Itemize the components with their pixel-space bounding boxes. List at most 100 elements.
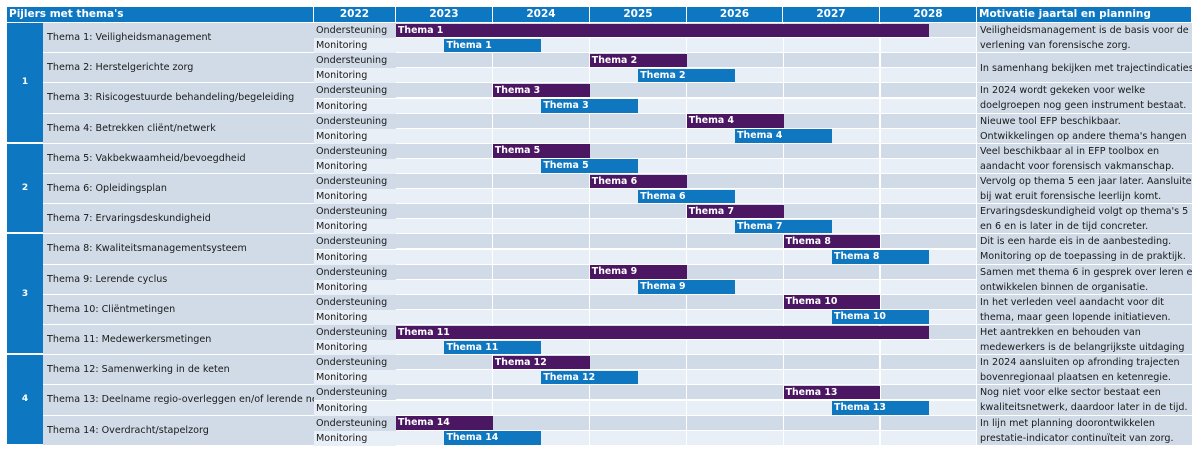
- grid-cell: [589, 355, 687, 370]
- grid-cell: [880, 204, 978, 219]
- support-bar: Thema 4: [686, 114, 784, 128]
- motivation-line: Dit is een harde eis in de aanbesteding.: [980, 236, 1172, 248]
- grid-cell: [492, 189, 590, 204]
- motivation-header: Motivatie jaartal en planning: [977, 7, 1192, 22]
- motivation-line: Nog niet voor elke sector bestaat een: [980, 387, 1161, 399]
- monitoring-bar: Thema 1: [444, 38, 542, 53]
- grid-cell: [589, 430, 687, 445]
- grid-cell: [686, 38, 784, 53]
- grid-cell: [589, 249, 687, 264]
- motivation-line: In lijn met planning doorontwikkelen: [980, 417, 1155, 429]
- monitoring-row-label: Monitoring: [314, 98, 396, 114]
- support-row-label: Ondersteuning: [314, 143, 396, 159]
- grid-cell: [783, 53, 881, 68]
- pillar-4: 4: [7, 355, 43, 446]
- support-row-label: Ondersteuning: [314, 385, 396, 401]
- support-bar: Thema 13: [783, 385, 881, 400]
- grid-cell: [492, 294, 590, 309]
- pillar-1: 1: [7, 23, 43, 144]
- monitoring-row-label: Monitoring: [314, 430, 396, 446]
- grid-cell: [492, 264, 590, 279]
- grid-cell: [880, 189, 978, 204]
- theme-name: Thema 12: Samenwerking in de keten: [43, 355, 314, 386]
- theme-name: Thema 1: Veiligheidsmanagement: [43, 23, 314, 54]
- motivation-line: In 2024 wordt gekeken voor welke: [980, 85, 1146, 97]
- monitoring-row-label: Monitoring: [314, 370, 396, 386]
- grid-cell: [589, 234, 687, 249]
- monitoring-bar: Thema 8: [832, 250, 929, 264]
- grid-cell: [686, 385, 784, 400]
- grid-cell: [880, 264, 978, 279]
- motivation-text: Het aantrekken en behouden van medewerker…: [977, 325, 1192, 356]
- grid-cell: [589, 340, 687, 355]
- grid-cell: [880, 219, 978, 234]
- grid-cell: [492, 309, 590, 324]
- motivation-line: ontwikkelen binnen de organisatie.: [980, 281, 1149, 293]
- grid-cell: [396, 174, 493, 189]
- grid-cell: [396, 113, 493, 128]
- grid-cell: [492, 385, 590, 400]
- monitoring-row-label: Monitoring: [314, 400, 396, 416]
- year-header-2027: 2027: [783, 7, 880, 22]
- grid-cell: [492, 279, 590, 294]
- motivation-text: In lijn met planning doorontwikkelen pres…: [977, 415, 1192, 446]
- motivation-text: In het verleden veel aandacht voor dit th…: [977, 294, 1192, 325]
- grid-cell: [492, 128, 590, 143]
- motivation-text: Nog niet voor elke sector bestaat een kwa…: [977, 385, 1192, 416]
- theme-name: Thema 10: Cliëntmetingen: [43, 294, 314, 325]
- grid-cell: [589, 204, 687, 219]
- theme-name: Thema 14: Overdracht/stapelzorg: [43, 415, 314, 446]
- theme-name: Thema 3: Risicogestuurde behandeling/beg…: [43, 83, 314, 114]
- grid-cell: [396, 219, 493, 234]
- grid-cell: [783, 370, 881, 385]
- grid-cell: [783, 143, 881, 158]
- theme-name: Thema 8: Kwaliteitsmanagementsysteem: [43, 234, 314, 265]
- grid-cell: [589, 385, 687, 400]
- monitoring-bar: Thema 12: [541, 370, 639, 385]
- grid-cell: [396, 189, 493, 204]
- grid-cell: [880, 294, 978, 309]
- grid-cell: [396, 264, 493, 279]
- grid-cell: [783, 430, 881, 445]
- grid-cell: [396, 158, 493, 173]
- grid-cell: [396, 355, 493, 370]
- grid-cell: [589, 309, 687, 324]
- grid-cell: [492, 234, 590, 249]
- motivation-line: Veiligheidsmanagement is de basis voor d…: [980, 25, 1189, 36]
- motivation-text: Dit is een harde eis in de aanbesteding.…: [977, 234, 1192, 265]
- grid-cell: [396, 53, 493, 68]
- grid-cell: [783, 113, 881, 128]
- motivation-text: In samenhang bekijken met trajectindicat…: [977, 53, 1192, 84]
- grid-cell: [396, 309, 493, 324]
- motivation-text: Nieuwe tool EFP beschikbaar. Ontwikkeling…: [977, 113, 1192, 144]
- grid-cell: [880, 340, 978, 355]
- grid-cell: [880, 38, 978, 53]
- monitoring-row-label: Monitoring: [314, 249, 396, 265]
- grid-cell: [396, 83, 493, 98]
- motivation-line: Ervaringsdeskundigheid volgt op thema's …: [980, 206, 1189, 218]
- grid-cell: [686, 415, 784, 430]
- grid-cell: [589, 219, 687, 234]
- grid-cell: [396, 98, 493, 113]
- grid-cell: [396, 370, 493, 385]
- motivation-text: In 2024 wordt gekeken voor welke doelgroe…: [977, 83, 1192, 114]
- monitoring-row-label: Monitoring: [314, 68, 396, 84]
- support-bar: Thema 5: [492, 144, 590, 158]
- motivation-line: thema, maar geen lopende initiatieven.: [980, 311, 1171, 323]
- monitoring-bar: Thema 11: [444, 340, 542, 355]
- support-bar: Thema 11: [396, 325, 929, 340]
- support-bar: Thema 3: [492, 83, 590, 98]
- grid-cell: [589, 143, 687, 158]
- grid-cell: [589, 415, 687, 430]
- motivation-line: kwaliteitsnetwerk, daardoor later in de …: [980, 402, 1188, 414]
- grid-cell: [880, 355, 978, 370]
- year-header-2022: 2022: [314, 7, 396, 22]
- grid-cell: [783, 279, 881, 294]
- motivation-line: In 2024 aansluiten op afronding trajecte…: [980, 357, 1180, 369]
- grid-cell: [783, 340, 881, 355]
- grid-cell: [880, 385, 978, 400]
- motivation-line: In samenhang bekijken met trajectindicat…: [980, 62, 1192, 74]
- motivation-line: en 6 en is later in de tijd concreter.: [980, 221, 1149, 233]
- monitoring-bar: Thema 7: [735, 219, 833, 234]
- support-bar: Thema 8: [783, 234, 881, 249]
